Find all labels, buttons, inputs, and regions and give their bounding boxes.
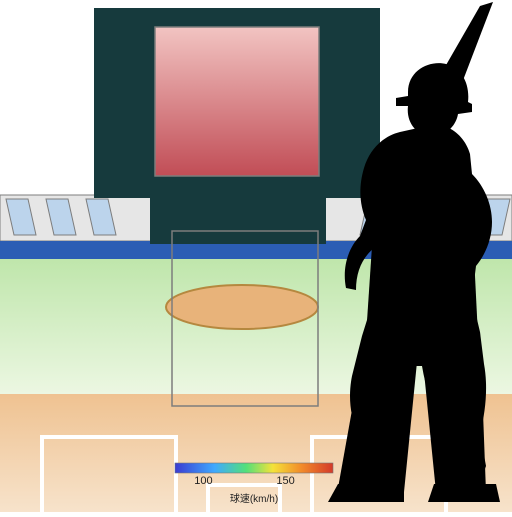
legend-label: 球速(km/h) — [230, 492, 278, 505]
legend-tick: 100 — [194, 475, 212, 487]
speed-legend-bar — [175, 463, 333, 473]
pitch-chart: 100 150 球速(km/h) — [0, 0, 512, 512]
scoreboard-neck — [150, 198, 326, 244]
legend-tick: 150 — [276, 475, 294, 487]
scoreboard-screen — [155, 27, 319, 176]
pitchers-mound — [166, 285, 318, 329]
chart-svg: 100 150 球速(km/h) — [0, 0, 512, 512]
